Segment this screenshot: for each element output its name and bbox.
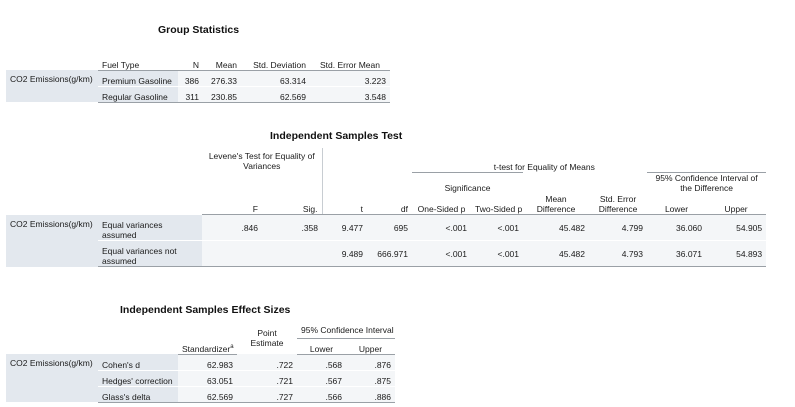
header-mean-difference: Mean Difference [523, 192, 590, 215]
levene-header: Levene's Test for Equality of Variances [208, 151, 315, 171]
header-std-error-mean: Std. Error Mean [310, 42, 390, 71]
t-value: 9.489 [322, 240, 368, 267]
header-point-estimate: Point Estimate [250, 328, 284, 348]
header-standardizer: Standardizera [178, 338, 237, 355]
table-row: Equal variances not assumed 9.489 666.97… [6, 240, 767, 267]
row-label: Equal variances assumed [98, 214, 202, 241]
one-sided-p-value: <.001 [412, 214, 472, 241]
header-df: df [367, 192, 413, 215]
point-estimate-value: .721 [237, 370, 297, 387]
upper-value: 54.905 [706, 214, 767, 241]
point-estimate-value: .727 [237, 386, 297, 403]
lower-value: 36.071 [647, 240, 707, 267]
mean-difference-value: 45.482 [523, 240, 590, 267]
independent-test-title: Independent Samples Test [270, 130, 403, 142]
upper-value: .876 [346, 354, 395, 371]
one-sided-p-value: <.001 [412, 240, 472, 267]
two-sided-p-value: <.001 [471, 214, 524, 241]
std-error-difference-value: 4.793 [589, 240, 648, 267]
header-upper: Upper [346, 338, 395, 355]
dependent-label: CO2 Emissions(g/km) [6, 214, 98, 267]
standardizer-footnote: a [230, 343, 234, 350]
standardizer-value: 62.569 [178, 386, 237, 403]
lower-value: .568 [297, 354, 346, 371]
header-std-error-difference: Std. Error Difference [589, 192, 648, 215]
se-value: 3.548 [310, 86, 390, 103]
header-fuel-type: Fuel Type [98, 42, 178, 71]
row-label: Hedges' correction [98, 370, 178, 387]
header-lower: Lower [297, 338, 346, 355]
header-n: N [178, 42, 203, 71]
table-row: CO2 Emissions(g/km) Equal variances assu… [6, 214, 767, 267]
se-value: 3.223 [310, 70, 390, 87]
ttest-header: t-test for Equality of Means [321, 148, 767, 172]
header-t: t [321, 192, 368, 215]
upper-value: .886 [346, 386, 395, 403]
table-row: Glass's delta 62.569 .727 .566 .886 [6, 386, 395, 403]
table-row: CO2 Emissions(g/km) Cohen's d 62.983 .72… [6, 354, 395, 402]
standardizer-value: 62.983 [178, 354, 237, 371]
mean-value: 276.33 [203, 70, 241, 87]
upper-value: .875 [346, 370, 395, 387]
lower-value: 36.060 [647, 214, 707, 241]
row-label: Cohen's d [98, 354, 178, 371]
row-label: Glass's delta [98, 386, 178, 403]
lower-value: .567 [297, 370, 346, 387]
df-value: 666.971 [367, 240, 413, 267]
group-label: Regular Gasoline [98, 86, 178, 103]
ci-header: 95% Confidence Interval of the Differenc… [647, 171, 767, 193]
dependent-label: CO2 Emissions(g/km) [6, 354, 98, 402]
header-upper: Upper [706, 192, 767, 215]
t-value: 9.477 [322, 214, 368, 241]
lower-value: .566 [297, 386, 346, 403]
group-statistics-table: Fuel Type N Mean Std. Deviation Std. Err… [6, 42, 390, 103]
sd-value: 62.569 [241, 86, 310, 103]
independent-samples-test-table: Levene's Test for Equality of Variances … [6, 148, 767, 267]
row-label: Equal variances not assumed [98, 240, 202, 267]
header-one-sided-p: One-Sided p [412, 192, 472, 215]
header-two-sided-p: Two-Sided p [471, 192, 524, 215]
significance-header: Significance [412, 171, 524, 193]
header-lower: Lower [647, 192, 707, 215]
group-statistics-title: Group Statistics [158, 24, 240, 36]
effect-sizes-table: Point Estimate 95% Confidence Interval S… [6, 322, 395, 403]
point-estimate-value: .722 [237, 354, 297, 371]
table-row: Regular Gasoline 311 230.85 62.569 3.548 [6, 86, 390, 103]
header-mean: Mean [203, 42, 241, 71]
sig-value [262, 240, 323, 267]
header-f: F [202, 192, 262, 215]
f-value [202, 240, 262, 267]
df-value: 695 [367, 214, 413, 241]
upper-value: 54.893 [706, 240, 767, 267]
mean-value: 230.85 [203, 86, 241, 103]
table-row: Hedges' correction 63.051 .721 .567 .875 [6, 370, 395, 387]
mean-difference-value: 45.482 [523, 214, 590, 241]
header-std-deviation: Std. Deviation [241, 42, 310, 71]
group-label: Premium Gasoline [98, 70, 178, 87]
standardizer-label: Standardizer [182, 343, 231, 354]
header-sig: Sig. [262, 192, 323, 215]
two-sided-p-value: <.001 [471, 240, 524, 267]
sd-value: 63.314 [241, 70, 310, 87]
dependent-label: CO2 Emissions(g/km) [6, 70, 98, 102]
table-row: CO2 Emissions(g/km) Premium Gasoline 386… [6, 70, 390, 102]
sig-value: .358 [262, 214, 323, 241]
n-value: 386 [178, 70, 203, 87]
effect-sizes-title: Independent Samples Effect Sizes [120, 304, 291, 316]
standardizer-value: 63.051 [178, 370, 237, 387]
std-error-difference-value: 4.799 [589, 214, 648, 241]
n-value: 311 [178, 86, 203, 103]
ci-header: 95% Confidence Interval [297, 322, 395, 339]
f-value: .846 [202, 214, 262, 241]
